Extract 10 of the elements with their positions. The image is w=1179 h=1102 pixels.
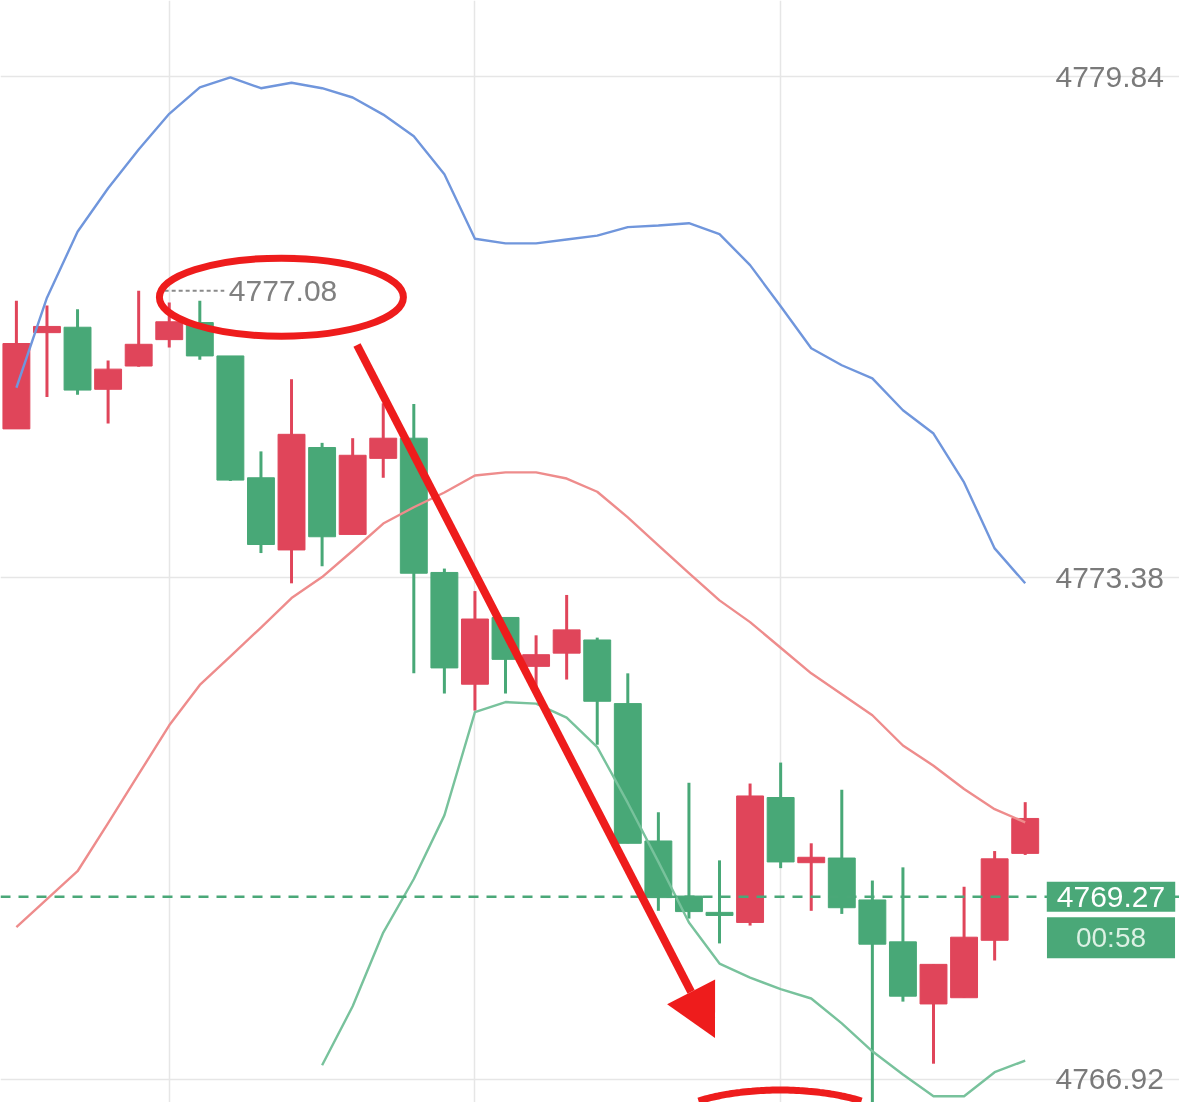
- candlestick: [797, 843, 826, 911]
- y-tick-label: 4773.38: [1055, 560, 1164, 594]
- line-series: [320, 700, 1027, 1098]
- y-tick-label: 4779.84: [1055, 59, 1164, 93]
- text: 00:58: [1075, 922, 1147, 954]
- ref-line-label: 4769.27: [1056, 879, 1166, 913]
- annotation: 4777.08: [228, 273, 338, 307]
- y-tick-label: 4766.92: [1055, 1062, 1164, 1096]
- line-series: [15, 76, 1027, 585]
- candlestick: [33, 305, 61, 398]
